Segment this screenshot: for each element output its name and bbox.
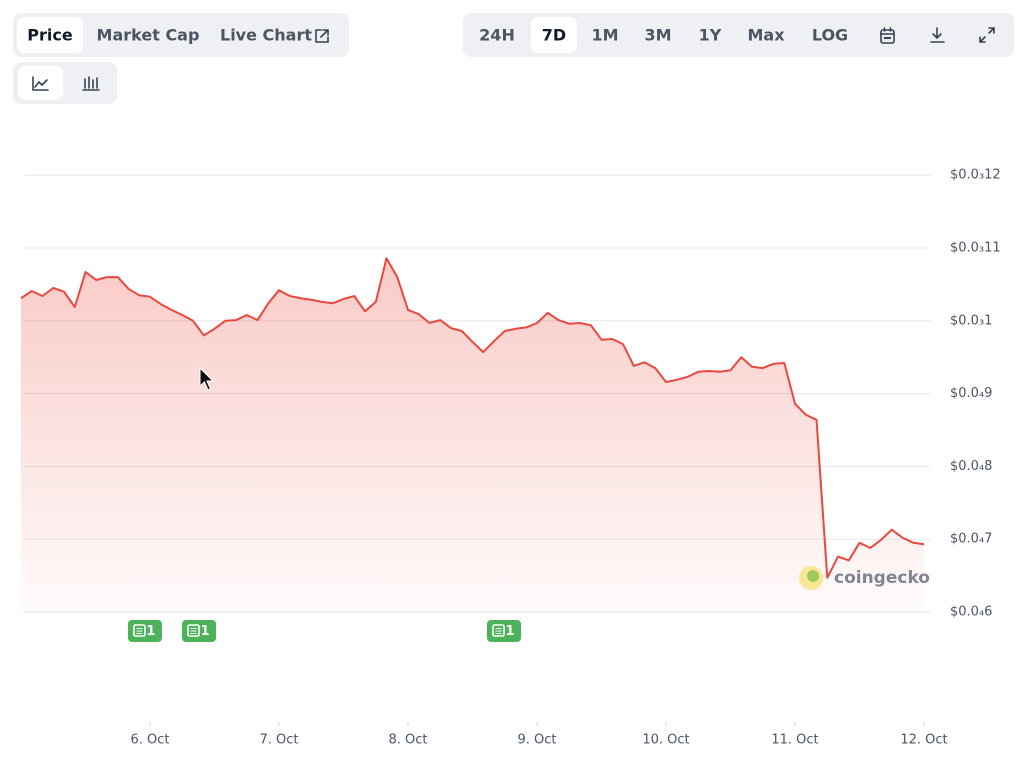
range[interactable]: Max [747, 26, 785, 45]
news-icon [187, 624, 200, 637]
news-icon [495, 627, 502, 635]
y-tick-label: $0.0₃1 [950, 313, 992, 328]
range[interactable]: 3M [644, 26, 671, 45]
news-marker[interactable]: 1 [182, 620, 217, 642]
tab[interactable]: Price [27, 26, 73, 45]
news-icon [190, 627, 197, 635]
tab[interactable]: Live Chart [220, 26, 312, 45]
y-tick-label: $0.0₄8 [950, 459, 992, 474]
news-icon [136, 627, 143, 635]
y-tick-label: $0.0₃12 [950, 168, 1001, 183]
news-icon [133, 624, 146, 637]
x-tick-label: 7. Oct [259, 733, 298, 748]
x-tick-label: 9. Oct [517, 733, 556, 748]
news-count: 1 [200, 624, 209, 639]
cursor [199, 366, 215, 391]
log-toggle[interactable]: LOG [812, 26, 848, 45]
news-marker[interactable]: 1 [127, 620, 162, 642]
x-tick-label: 10. Oct [642, 733, 689, 748]
x-tick-label: 12. Oct [900, 733, 947, 748]
plot-area: $0.0₃12 $0.0₃11 $0.0₃1 $0.0₄9 $0.0₄8 $0.0₄7 $0… [20, 168, 1001, 748]
fullscreen-icon[interactable] [979, 27, 995, 43]
area [21, 258, 924, 612]
line-chart-icon[interactable] [32, 76, 49, 91]
range[interactable]: 24H [479, 26, 515, 45]
y-tick-label: $0.0₄7 [950, 532, 992, 547]
range[interactable]: 1Y [699, 26, 722, 45]
candlestick-icon[interactable] [82, 76, 100, 91]
news-count: 1 [146, 624, 155, 639]
y-tick-label: $0.0₄6 [950, 605, 992, 620]
tab[interactable]: Market Cap [97, 26, 200, 45]
y-tick-label: $0.0₄9 [950, 386, 992, 401]
watermark: coingecko [834, 568, 930, 588]
x-tick-label: 8. Oct [388, 733, 427, 748]
news-marker[interactable]: 1 [486, 620, 521, 642]
y-tick-label: $0.0₃11 [950, 241, 1001, 256]
active-tab-bg [17, 17, 83, 53]
range[interactable]: 1M [591, 26, 618, 45]
watermark-logo [807, 570, 819, 582]
x-tick-label: 11. Oct [771, 733, 818, 748]
range[interactable]: 7D [542, 26, 566, 45]
external-link-icon [315, 29, 329, 43]
download-icon[interactable] [930, 27, 945, 43]
calendar-icon[interactable] [880, 27, 895, 44]
line [20, 257, 925, 579]
view-tabs [13, 13, 349, 57]
news-icon [492, 624, 505, 637]
x-tick-label: 6. Oct [130, 733, 169, 748]
news-count: 1 [505, 624, 514, 639]
active-range-bg [531, 17, 577, 53]
range-tabs [463, 13, 1014, 57]
